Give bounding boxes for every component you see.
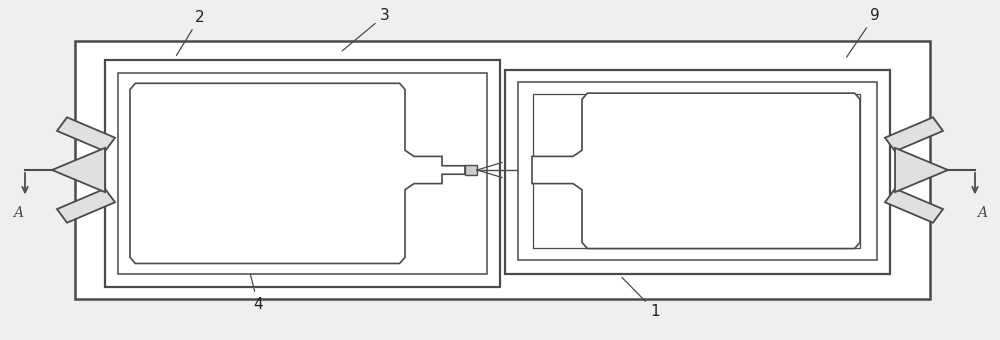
Polygon shape	[885, 189, 943, 223]
Polygon shape	[130, 83, 465, 264]
Bar	[118, 73, 487, 274]
Polygon shape	[532, 93, 860, 249]
Text: 4: 4	[236, 217, 263, 312]
Bar	[533, 94, 860, 248]
Text: A: A	[977, 206, 987, 220]
Bar	[105, 59, 500, 287]
Polygon shape	[885, 117, 943, 151]
Text: 3: 3	[342, 8, 390, 51]
Polygon shape	[52, 148, 105, 192]
Bar	[518, 82, 877, 260]
Polygon shape	[57, 117, 115, 151]
Bar	[505, 70, 890, 274]
Bar	[75, 41, 930, 299]
Bar	[465, 165, 477, 175]
Polygon shape	[895, 148, 948, 192]
Text: 1: 1	[622, 277, 660, 319]
Text: 2: 2	[176, 10, 205, 55]
Text: A: A	[13, 206, 23, 220]
Text: 9: 9	[847, 8, 880, 57]
Polygon shape	[57, 189, 115, 223]
